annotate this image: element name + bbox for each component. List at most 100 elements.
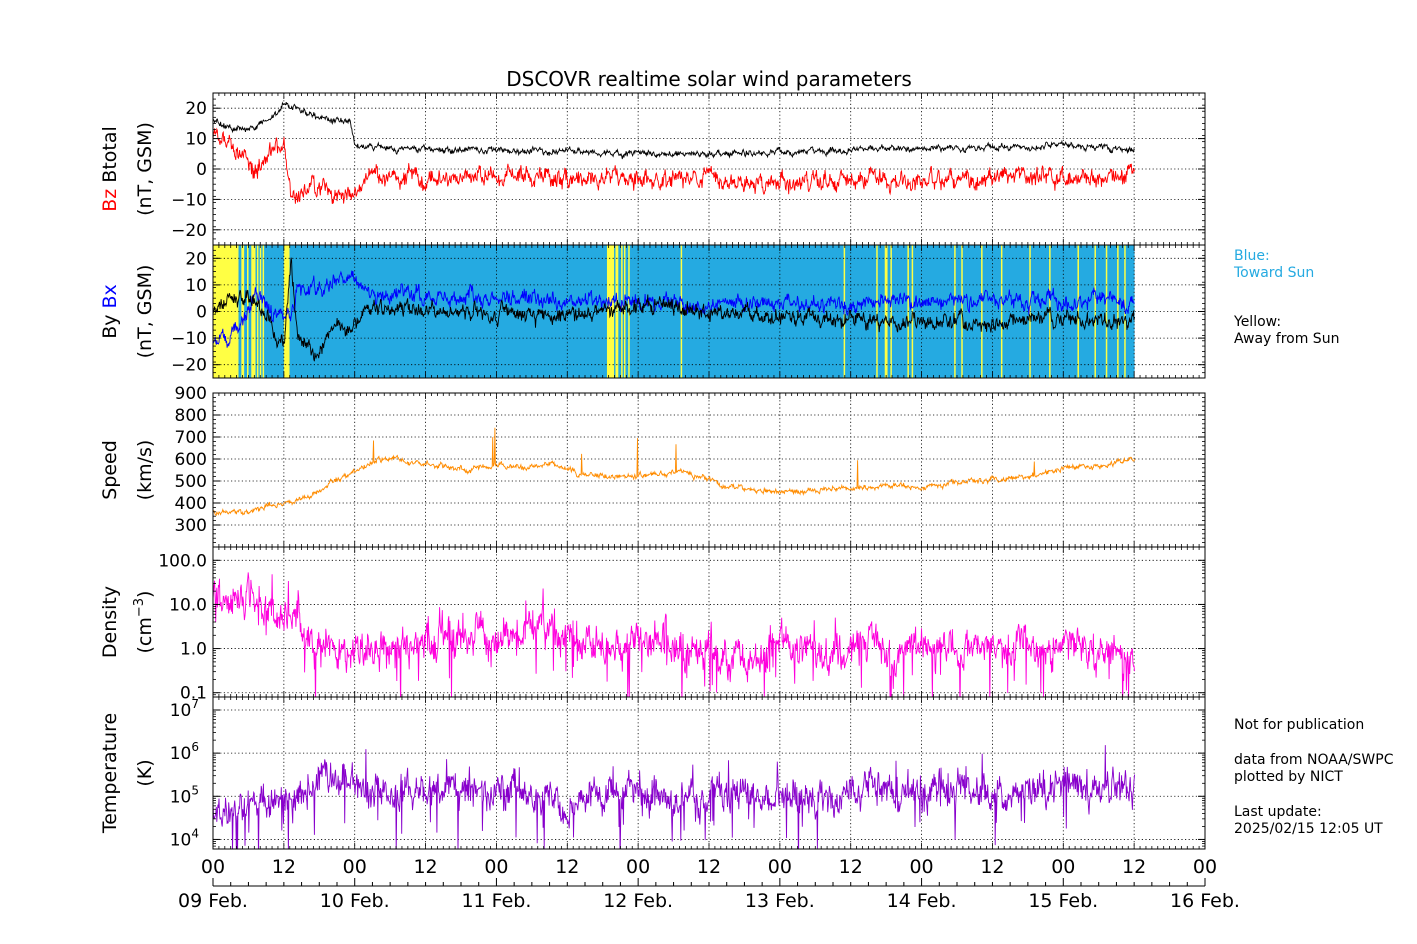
source-line-2: plotted by NICT <box>1234 769 1343 785</box>
x-day-label: 09 Feb. <box>178 890 248 912</box>
legend-blue-label: Blue: <box>1234 248 1270 264</box>
sector-away <box>628 245 630 378</box>
y-axis-label: Density <box>99 586 121 658</box>
legend-blue-text: Toward Sun <box>1234 265 1315 281</box>
x-hour-label: 12 <box>980 856 1004 878</box>
x-axis: 00 12 00 12 00 12 00 12 00 12 00 12 00 12 00 09 Feb. 10 … <box>178 856 1240 912</box>
x-day-label: 10 Feb. <box>320 890 390 912</box>
series-btotal <box>213 101 1135 160</box>
grid <box>213 697 1205 849</box>
y-tick-label: 900 <box>175 384 207 404</box>
y-tick-label: 100.0 <box>158 551 207 571</box>
panel-density: 0.1 1.0 10.0 100.0 Density (cm−3) <box>99 546 1206 704</box>
sector-away <box>623 245 626 378</box>
y-axis-units: (km/s) <box>134 440 156 501</box>
tick-marks <box>212 244 1206 379</box>
y-tick-label: 20 <box>185 99 207 119</box>
sector-away <box>247 245 249 378</box>
y-tick-label: 800 <box>175 406 207 426</box>
series-by <box>213 257 1136 362</box>
last-update-value: 2025/02/15 12:05 UT <box>1234 821 1383 837</box>
x-hour-label: 12 <box>272 856 296 878</box>
x-day-label: 12 Feb. <box>603 890 673 912</box>
x-hour-label: 00 <box>1193 856 1217 878</box>
sector-away <box>1029 245 1031 378</box>
x-hour-label: 12 <box>1122 856 1146 878</box>
y-tick-label: 0 <box>196 160 207 180</box>
series-temperature <box>213 745 1136 849</box>
tick-marks <box>212 392 1206 548</box>
x-day-label: 13 Feb. <box>745 890 815 912</box>
x-hour-label: 00 <box>343 856 367 878</box>
y-tick-label: 500 <box>175 472 207 492</box>
x-hour-label: 00 <box>768 856 792 878</box>
panel-btotal-bz: −20 −10 0 10 20 Bz Btotal (nT, GSM) <box>99 92 1206 246</box>
sector-away <box>1077 245 1079 378</box>
x-hour-label: 12 <box>839 856 863 878</box>
y-axis-units: (cm−3) <box>132 591 156 654</box>
y-tick-label: −10 <box>171 329 207 349</box>
legend-yellow-text: Away from Sun <box>1234 331 1340 347</box>
y-tick-label: 106 <box>170 740 199 764</box>
grid <box>213 547 1205 697</box>
y-tick-label: 400 <box>175 494 207 514</box>
panel-by-bx: −20 −10 0 10 20 By Bx (nT, GSM) <box>99 244 1206 379</box>
y-tick-label: 300 <box>175 516 207 536</box>
series-density <box>213 572 1136 697</box>
y-tick-label: 1.0 <box>180 640 207 660</box>
panel-frame <box>212 392 1206 548</box>
not-for-publication: Not for publication <box>1234 717 1365 733</box>
series-bx <box>213 270 1135 348</box>
y-tick-label: −10 <box>171 190 207 210</box>
y-tick-label: −20 <box>171 356 207 376</box>
x-hour-label: 00 <box>201 856 225 878</box>
sector-away <box>1117 245 1119 378</box>
x-hour-label: 00 <box>1051 856 1075 878</box>
panels: −20 −10 0 10 20 Bz Btotal (nT, GSM) −20 −10 0 10 20… <box>99 92 1206 850</box>
x-day-label: 16 Feb. <box>1170 890 1240 912</box>
sector-away <box>1049 245 1051 378</box>
sector-away <box>256 245 259 378</box>
y-tick-label: 20 <box>185 249 207 269</box>
panel-temperature: 104 105 106 107 Temperature (K) <box>99 696 1206 850</box>
legend-yellow-label: Yellow: <box>1234 314 1282 330</box>
tick-marks <box>212 696 1206 850</box>
x-hour-label: 00 <box>484 856 508 878</box>
chart-title: DSCOVR realtime solar wind parameters <box>506 67 912 91</box>
y-tick-label: 104 <box>170 826 199 850</box>
y-tick-label: 10.0 <box>169 595 207 615</box>
y-tick-label: 10 <box>185 130 207 150</box>
y-axis-label: Speed <box>99 440 121 500</box>
y-tick-label: 107 <box>170 697 199 721</box>
y-axis-units: (nT, GSM) <box>134 265 156 359</box>
x-hour-label: 00 <box>626 856 650 878</box>
sector-away <box>262 245 265 378</box>
sector-away <box>890 245 892 378</box>
x-hour-label: 12 <box>555 856 579 878</box>
y-tick-label: 10 <box>185 276 207 296</box>
y-tick-label: 0 <box>196 303 207 323</box>
grid <box>213 245 1205 378</box>
x-hour-label: 12 <box>697 856 721 878</box>
tick-marks <box>212 546 1206 698</box>
y-tick-label: 0.1 <box>180 684 207 704</box>
y-axis-label: Bz Btotal <box>99 126 121 212</box>
y-axis-label: By Bx <box>99 284 121 339</box>
series-bz <box>213 127 1136 205</box>
sector-away <box>981 245 983 378</box>
y-axis-label: Temperature <box>99 713 121 834</box>
source-line-1: data from NOAA/SWPC <box>1234 752 1394 768</box>
y-axis-units: (nT, GSM) <box>134 122 156 216</box>
x-day-label: 15 Feb. <box>1028 890 1098 912</box>
y-axis-units: (K) <box>134 759 156 786</box>
x-hour-label: 00 <box>909 856 933 878</box>
y-tick-label: 700 <box>175 428 207 448</box>
sector-away <box>876 245 878 378</box>
grid <box>213 393 1205 547</box>
x-day-label: 11 Feb. <box>461 890 531 912</box>
sector-away <box>884 245 888 378</box>
x-day-label: 14 Feb. <box>887 890 957 912</box>
last-update-label: Last update: <box>1234 804 1322 820</box>
tick-marks <box>212 92 1206 246</box>
